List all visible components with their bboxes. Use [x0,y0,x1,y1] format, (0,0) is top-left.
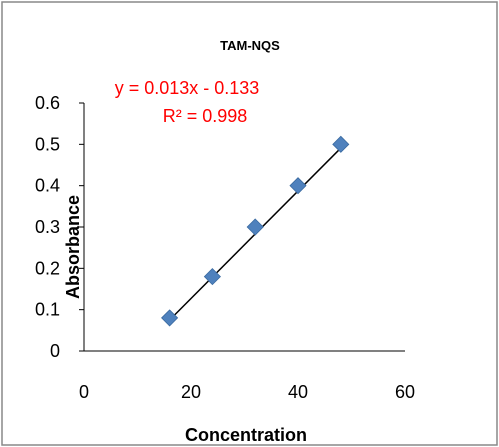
data-point-diamond [246,218,264,236]
y-axis-tick-labels: 0 0.1 0.2 0.3 0.4 0.5 0.6 [35,93,84,361]
chart-title: TAM-NQS [220,38,280,53]
y-tick-label: 0.5 [35,134,60,154]
y-tick-label: 0.1 [35,300,60,320]
data-points [161,135,350,327]
r-squared-label: R² = 0.998 [163,106,248,126]
data-point-diamond [289,177,307,195]
trendline-equation: y = 0.013x - 0.133 [115,78,260,98]
x-axis-tick-labels: 0 20 40 60 [79,382,415,402]
y-tick-label: 0.2 [35,258,60,278]
y-tick-label: 0.4 [35,176,60,196]
x-axis-title: Concentration [185,425,307,445]
x-tick-label: 20 [181,382,201,402]
data-point-diamond [203,268,221,286]
y-axis-title: Absorbance [63,195,83,299]
data-point-diamond [332,135,350,153]
y-tick-label: 0 [50,341,60,361]
x-tick-label: 0 [79,382,89,402]
x-tick-label: 40 [288,382,308,402]
x-tick-label: 60 [395,382,415,402]
y-tick-label: 0.3 [35,217,60,237]
data-point-diamond [161,309,179,327]
y-tick-label: 0.6 [35,93,60,113]
